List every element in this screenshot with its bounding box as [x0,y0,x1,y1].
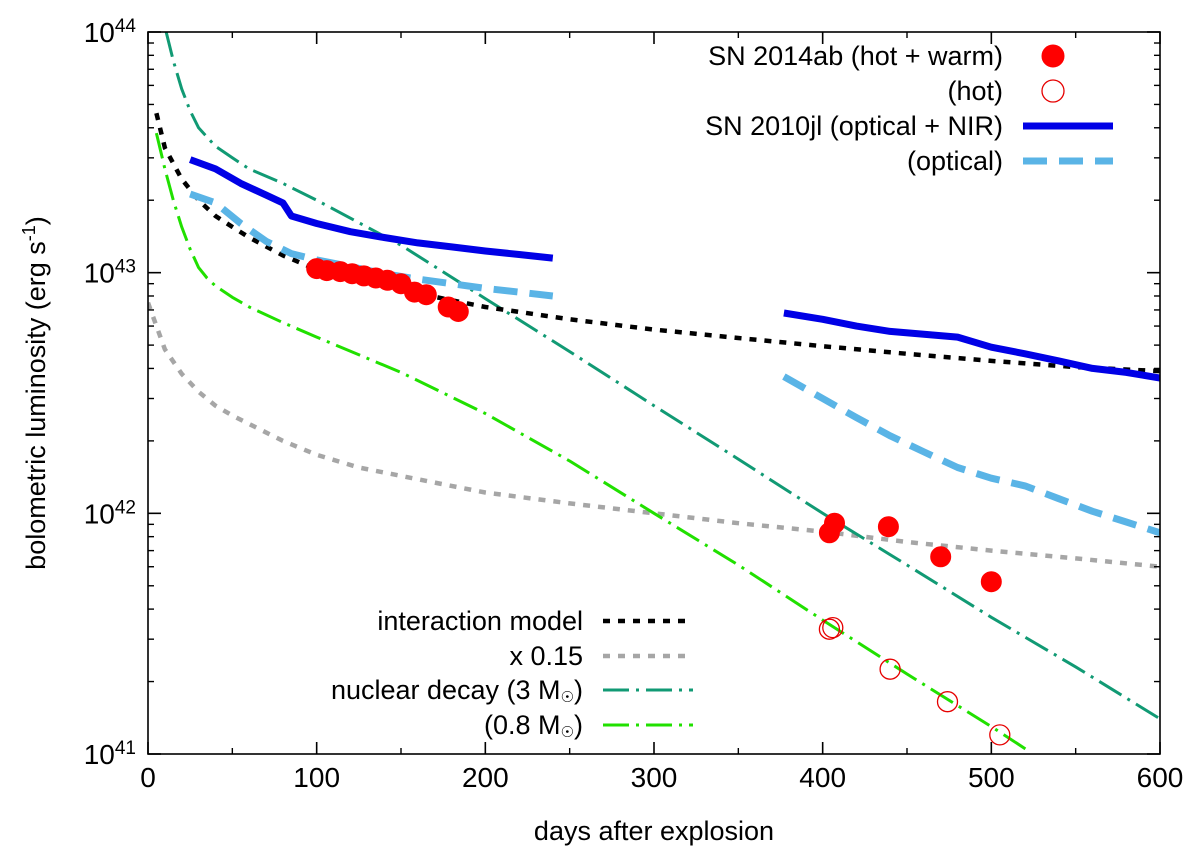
series-line-interaction-scaled [148,301,1160,569]
legend-text-part: ) [574,675,583,705]
point-sn2014ab-hotwarm-14 [877,516,899,538]
x-tick-label-100: 100 [293,762,340,793]
x-tick-label-0: 0 [140,762,156,793]
legend-layer: SN 2014ab (hot + warm) (hot) SN 2010jl (op… [331,41,1113,741]
legend-text-part: interaction model [377,606,583,636]
point-sn2014ab-hot-1 [822,616,844,639]
legend-label-sn2014ab-hot: (hot) [947,76,1003,106]
y-tick-label-41: 1041 [84,738,136,771]
y-tick-label-exp: 41 [115,738,136,759]
series-layer [148,32,1160,754]
y-axis-label-close: ) [21,216,51,225]
sun-symbol: ☉ [561,724,574,741]
series-line-interaction [154,112,1160,374]
x-tick-label-200: 200 [462,762,509,793]
x-tick-label-400: 400 [799,762,846,793]
y-axis-label: bolometric luminosity (erg s-1) [19,216,51,570]
point-sn2014ab-hotwarm-15 [930,546,952,568]
legend-label-nuclear-08: (0.8 M☉) [484,710,583,741]
legend-label-sn2010jl-optnir: SN 2010jl (optical + NIR) [705,111,1003,141]
series-line-sn2010jl-opt-seg0 [189,190,554,300]
legend-sample-sn2014ab-hot [1041,79,1065,103]
plot-frame [147,31,1161,755]
y-tick-label-base: 10 [84,739,115,770]
y-tick-label-base: 10 [84,17,115,48]
series-line-sn2010jl-opt-seg1 [782,373,1160,537]
y-axis-label-exp: -1 [19,225,39,241]
point-sn2014ab-hot-4 [989,724,1011,746]
point-sn2014ab-hot-2 [879,658,901,680]
point-sn2014ab-hotwarm-16 [980,571,1002,593]
legend-text-part: (0.8 M [484,710,561,740]
point-sn2014ab-hot-3 [936,691,959,713]
y-tick-label-43: 1043 [84,256,136,289]
legend-label-interaction-scaled: x 0.15 [509,641,583,671]
legend-text-part: x 0.15 [509,641,583,671]
legend-label-nuclear-3: nuclear decay (3 M☉) [331,675,583,706]
point-sn2014ab-hot-0 [818,618,841,640]
series-line-nuclear-3 [164,32,1160,721]
point-sn2014ab-hotwarm-9 [415,284,437,306]
legend-text-part: (optical) [907,146,1003,176]
legend-text-part: SN 2014ab (hot + warm) [708,41,1003,71]
point-sn2014ab-hotwarm-11 [447,301,469,322]
y-tick-label-exp: 43 [115,256,136,277]
x-axis-label: days after explosion [534,816,774,846]
y-tick-label-exp: 44 [115,16,137,37]
series-line-sn2010jl-optnir-seg0 [188,156,554,262]
legend-label-sn2014ab-hotwarm: SN 2014ab (hot + warm) [708,41,1003,71]
y-axis-label-main: bolometric luminosity (erg s [21,241,51,570]
y-tick-label-base: 10 [84,258,115,289]
y-tick-label-42: 1042 [84,497,136,530]
legend-text-part: (hot) [947,76,1003,106]
point-sn2014ab-hotwarm-13 [824,512,845,534]
legend-text-part: SN 2010jl (optical + NIR) [705,111,1003,141]
series-line-nuclear-08 [154,132,1031,754]
legend-label-interaction: interaction model [377,606,583,636]
legend-label-sn2010jl-opt: (optical) [907,146,1003,176]
legend-sample-sn2014ab-hotwarm [1041,44,1065,68]
x-tick-label-500: 500 [968,762,1015,793]
sun-symbol: ☉ [561,689,574,706]
x-tick-label-300: 300 [631,762,678,793]
y-tick-label-exp: 42 [115,497,136,518]
y-tick-label-base: 10 [84,498,115,529]
x-tick-label-600: 600 [1137,762,1184,793]
y-tick-label-44: 1044 [84,16,137,49]
legend-text-part: nuclear decay (3 M [331,675,561,705]
legend-text-part: ) [574,710,583,740]
series-line-sn2010jl-optnir-seg1 [783,309,1160,382]
